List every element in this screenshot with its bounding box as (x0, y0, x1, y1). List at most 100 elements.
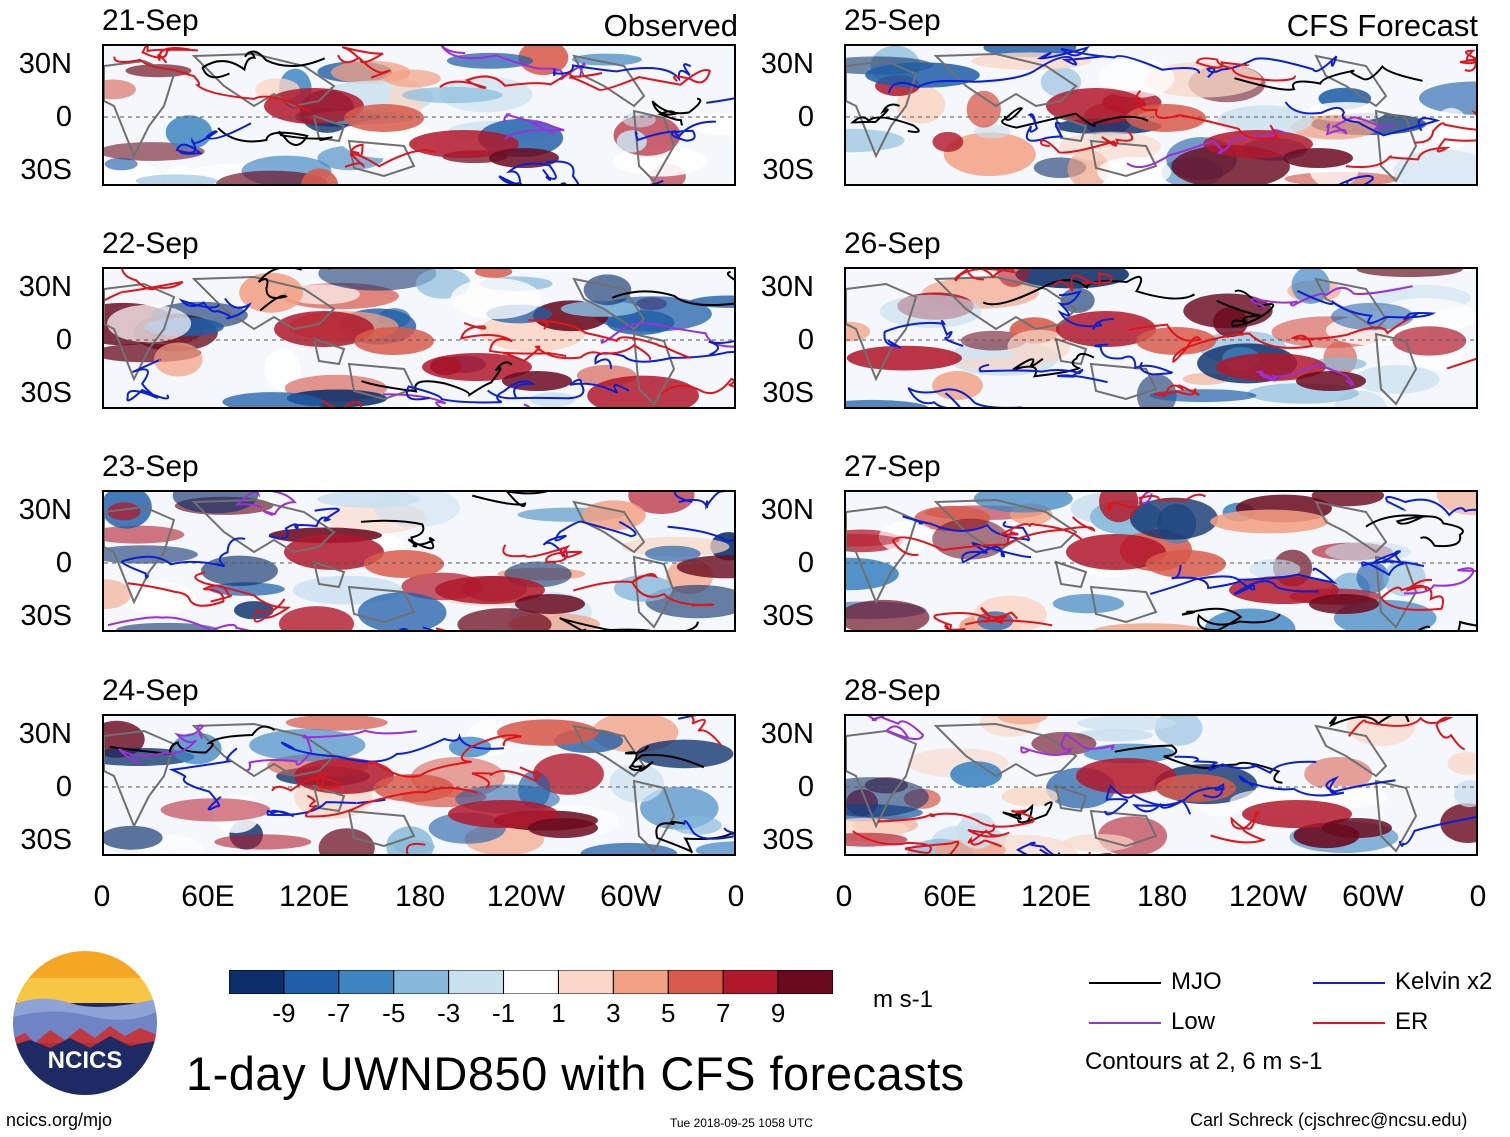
contour-mjo (1001, 107, 1149, 129)
coastline (846, 59, 918, 159)
anomaly-blob (222, 392, 323, 407)
lat-tick-label: 0 (797, 771, 814, 803)
contour-mjo (201, 50, 326, 79)
anomaly-blob (457, 608, 552, 630)
anomaly-blob (446, 52, 534, 69)
contour-mjo (624, 745, 705, 772)
westerly-anomaly (354, 327, 434, 355)
anomaly-blob (1249, 559, 1301, 580)
contour-kelvin-x2 (168, 747, 238, 811)
contour-kelvin-x2 (542, 520, 637, 557)
westerly-anomaly (528, 818, 598, 838)
lon-tick-label: 60W (1342, 880, 1404, 913)
anomaly-blob (846, 399, 929, 407)
contour-kelvin-x2 (266, 798, 386, 818)
lon-tick-label: 120E (1020, 880, 1092, 913)
contour-er (502, 544, 583, 563)
westerly-anomaly (502, 371, 572, 391)
contour-low (440, 46, 586, 81)
contour-er (141, 46, 198, 64)
anomaly-blob (966, 90, 1001, 128)
lat-tick-label: 30S (762, 600, 814, 632)
westerly-anomaly (1283, 148, 1353, 168)
lat-tick-label: 0 (797, 547, 814, 579)
contour-kelvin-x2 (1398, 816, 1476, 847)
coastline (933, 498, 1078, 554)
legend-label: Low (1171, 1008, 1216, 1035)
westerly-anomaly (1296, 371, 1366, 391)
contour-mjo (655, 820, 734, 854)
map-panel (102, 714, 736, 856)
colorbar-swatch (557, 969, 614, 995)
anomaly-blob (1436, 492, 1476, 516)
contour-kelvin-x2 (594, 350, 734, 369)
map-panel (844, 714, 1478, 856)
lat-tick-label: 30N (760, 718, 814, 750)
contour-kelvin-x2 (1174, 755, 1317, 774)
westerly-anomaly (435, 576, 545, 604)
anomaly-blob (1093, 623, 1205, 630)
anomaly-blob (1077, 716, 1176, 731)
contour-kelvin-x2 (1036, 46, 1200, 74)
timestamp: Tue 2018-09-25 1058 UTC (670, 1116, 813, 1130)
panel-date-24-Sep: 24-Sep (102, 674, 199, 707)
anomaly-blob (301, 168, 339, 184)
colorbar-swatch (612, 969, 669, 995)
contour-er (1040, 130, 1134, 154)
westerly-anomaly (1156, 774, 1236, 802)
anomaly-blob (1291, 269, 1330, 304)
coastline (312, 784, 346, 813)
contour-er (528, 319, 691, 360)
legend-label: Kelvin x2 (1395, 968, 1493, 995)
anomaly-blob (285, 716, 388, 731)
anomaly-blob (879, 294, 982, 328)
coastline (933, 275, 1078, 331)
contour-er (1106, 493, 1207, 513)
anomaly-blob (1210, 509, 1329, 534)
map-panel (844, 267, 1478, 409)
contour-kelvin-x2 (1296, 289, 1437, 325)
contour-mjo (472, 492, 548, 508)
contour-low (1020, 732, 1115, 756)
website-link[interactable]: ncics.org/mjo (6, 1110, 113, 1130)
contour-kelvin-x2 (883, 319, 964, 349)
anomaly-blob (1447, 752, 1476, 775)
units-label: m s-1 (873, 986, 933, 1013)
contour-kelvin-x2 (683, 820, 734, 840)
colorbar-tick-label: -9 (272, 998, 296, 1028)
contour-kelvin-x2 (1361, 550, 1425, 577)
anomaly-blob (582, 500, 646, 531)
contour-mjo (1002, 801, 1053, 824)
contour-mjo (1216, 289, 1275, 328)
westerly-anomaly (1216, 353, 1326, 381)
anomaly-blob (1063, 834, 1135, 852)
contour-kelvin-x2 (498, 162, 557, 184)
contour-er (104, 269, 184, 301)
map-panel (102, 44, 736, 186)
colorbar-swatch (667, 969, 724, 995)
contour-mjo (559, 617, 699, 630)
contour-er (573, 573, 715, 607)
anomaly-blob (1052, 594, 1125, 614)
colorbar-tick-label: 3 (606, 998, 621, 1028)
anomaly-blob (165, 115, 213, 150)
anomaly-blob (1353, 365, 1440, 394)
contour-kelvin-x2 (178, 297, 252, 320)
contour-kelvin-x2 (677, 716, 697, 720)
lat-tick-label: 30N (760, 48, 814, 80)
main-title: 1-day UWND850 with CFS forecasts (186, 1047, 965, 1100)
westerly-anomaly (344, 104, 424, 132)
colorbar-tick-label: -3 (437, 998, 461, 1028)
contour-mjo (361, 361, 513, 397)
contour-er (1379, 578, 1445, 611)
contour-kelvin-x2 (667, 525, 734, 543)
contour-er (997, 522, 1083, 544)
contour-er (271, 772, 342, 792)
anomaly-blob (1356, 269, 1463, 277)
anomaly-blob (264, 349, 301, 391)
panel-date-25-Sep: 25-Sep (844, 4, 941, 37)
colorbar-swatch (228, 969, 285, 995)
anomaly-blob (518, 770, 551, 809)
contour-mjo (257, 269, 330, 312)
coastline (1054, 784, 1088, 813)
